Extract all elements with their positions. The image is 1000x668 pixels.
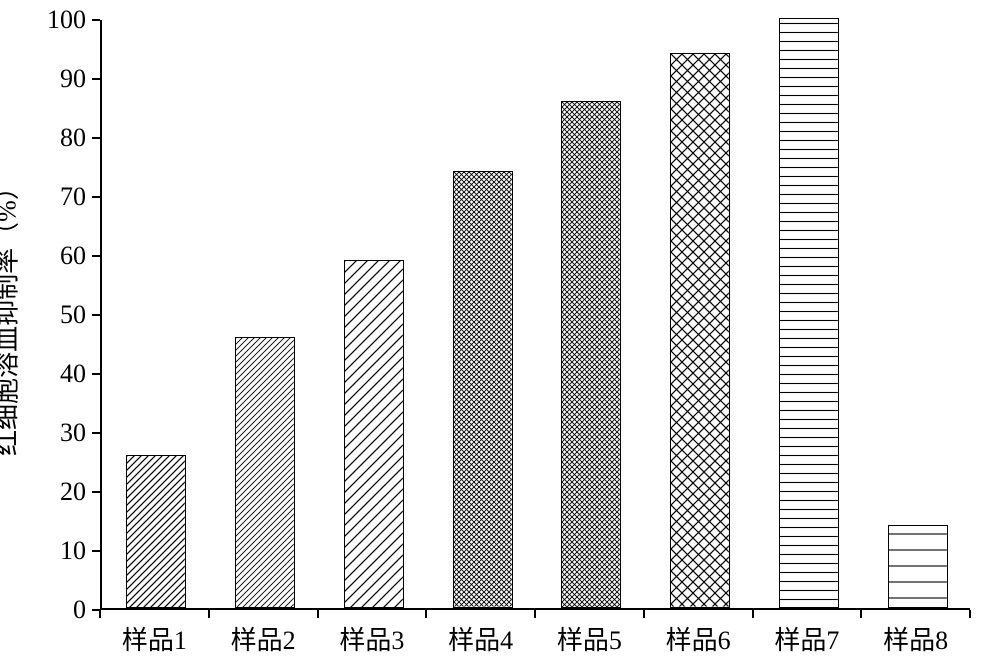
x-tick-label: 样品7 xyxy=(774,620,839,657)
x-tick-mark xyxy=(208,610,210,618)
bar xyxy=(453,171,513,608)
x-tick-label: 样品2 xyxy=(231,620,296,657)
x-tick-mark xyxy=(969,610,971,618)
x-tick-mark xyxy=(317,610,319,618)
bar xyxy=(344,260,404,608)
x-tick-label: 样品3 xyxy=(339,620,404,657)
x-tick-mark xyxy=(425,610,427,618)
x-tick-label: 样品6 xyxy=(666,620,731,657)
y-tick-label: 30 xyxy=(0,418,86,448)
y-tick-mark xyxy=(92,432,100,434)
y-tick-mark xyxy=(92,19,100,21)
x-tick-mark xyxy=(99,610,101,618)
y-tick-mark xyxy=(92,491,100,493)
y-tick-mark xyxy=(92,196,100,198)
y-tick-label: 50 xyxy=(0,300,86,330)
y-tick-label: 80 xyxy=(0,123,86,153)
x-tick-mark xyxy=(860,610,862,618)
y-tick-label: 40 xyxy=(0,359,86,389)
y-tick-label: 90 xyxy=(0,64,86,94)
y-tick-label: 0 xyxy=(0,595,86,625)
x-tick-mark xyxy=(643,610,645,618)
y-tick-label: 10 xyxy=(0,536,86,566)
y-tick-label: 20 xyxy=(0,477,86,507)
y-tick-mark xyxy=(92,137,100,139)
y-tick-mark xyxy=(92,373,100,375)
bar xyxy=(235,337,295,608)
x-tick-mark xyxy=(752,610,754,618)
bar xyxy=(126,455,186,608)
x-tick-mark xyxy=(534,610,536,618)
y-tick-label: 70 xyxy=(0,182,86,212)
plot-area xyxy=(100,20,970,610)
bar xyxy=(779,18,839,608)
y-tick-mark xyxy=(92,255,100,257)
x-tick-label: 样品4 xyxy=(448,620,513,657)
bar xyxy=(670,53,730,608)
bar xyxy=(888,525,948,608)
y-tick-label: 100 xyxy=(0,5,86,35)
y-tick-mark xyxy=(92,550,100,552)
bar-chart: 红细胞溶血抑制率（%） 0102030405060708090100样品1样品2… xyxy=(0,0,1000,668)
x-tick-label: 样品8 xyxy=(883,620,948,657)
x-tick-label: 样品1 xyxy=(122,620,187,657)
x-tick-label: 样品5 xyxy=(557,620,622,657)
y-tick-mark xyxy=(92,78,100,80)
y-tick-mark xyxy=(92,314,100,316)
bar xyxy=(561,101,621,608)
y-tick-label: 60 xyxy=(0,241,86,271)
